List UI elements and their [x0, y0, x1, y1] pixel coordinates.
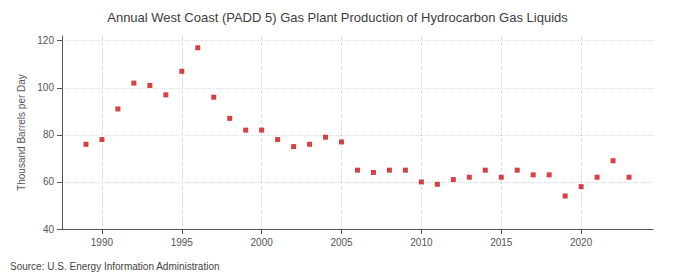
svg-text:2000: 2000: [251, 237, 274, 248]
svg-text:2010: 2010: [410, 237, 433, 248]
svg-text:120: 120: [37, 35, 54, 46]
svg-text:1990: 1990: [91, 237, 114, 248]
svg-text:Annual West Coast (PADD 5) Gas: Annual West Coast (PADD 5) Gas Plant Pro…: [107, 10, 568, 25]
svg-text:40: 40: [43, 224, 55, 235]
svg-text:2005: 2005: [330, 237, 353, 248]
svg-text:100: 100: [37, 82, 54, 93]
svg-text:Source: U.S. Energy Informatio: Source: U.S. Energy Information Administ…: [10, 261, 220, 272]
svg-text:60: 60: [43, 176, 55, 187]
svg-text:Thousand Barrels per Day: Thousand Barrels per Day: [16, 74, 27, 191]
svg-text:2015: 2015: [490, 237, 513, 248]
svg-text:80: 80: [43, 129, 55, 140]
svg-text:2020: 2020: [570, 237, 593, 248]
svg-text:1995: 1995: [171, 237, 194, 248]
